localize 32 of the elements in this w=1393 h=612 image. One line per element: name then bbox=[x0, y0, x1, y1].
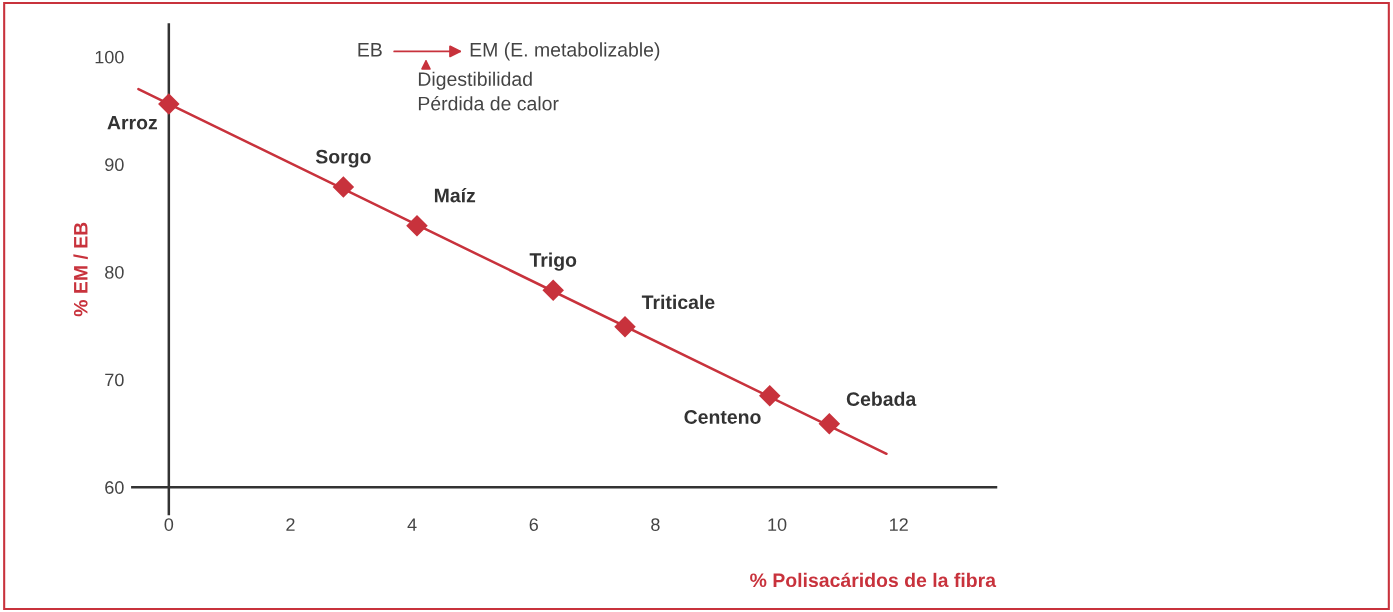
x-axis-title: % Polisacáridos de la fibra bbox=[750, 572, 997, 588]
y-axis-title: % EM / EB bbox=[73, 222, 88, 317]
annotation: EM (E. metabolizable) bbox=[470, 42, 660, 61]
point bbox=[332, 176, 355, 198]
annotation: Arroz bbox=[107, 115, 158, 130]
annotation: EB bbox=[358, 43, 382, 57]
annotation: Triticale bbox=[641, 294, 715, 310]
annotation: Pérdida de calor bbox=[418, 95, 559, 111]
point bbox=[542, 279, 564, 302]
x-tick-label: 12 bbox=[890, 518, 908, 531]
point bbox=[818, 412, 841, 435]
y-tick-label: 90 bbox=[105, 158, 124, 172]
x-tick-label: 8 bbox=[651, 518, 660, 531]
annotation: Centeno bbox=[684, 410, 761, 424]
point bbox=[614, 316, 636, 338]
x-tick-label: 0 bbox=[164, 518, 174, 531]
annotation: Trigo bbox=[529, 252, 577, 271]
annotation: Digestibilidad bbox=[418, 71, 532, 90]
x-tick-label: 10 bbox=[768, 518, 787, 531]
point bbox=[758, 384, 781, 407]
y-tick-label: 100 bbox=[95, 50, 124, 64]
x-tick-label: 6 bbox=[529, 518, 538, 531]
point bbox=[406, 214, 428, 237]
annotation: Sorgo bbox=[315, 149, 371, 168]
x-tick-label: 4 bbox=[407, 518, 417, 531]
y-tick-label: 60 bbox=[105, 481, 124, 494]
y-tick-label: 70 bbox=[105, 373, 124, 387]
annotation: Cebada bbox=[846, 391, 917, 406]
point bbox=[158, 93, 180, 115]
annotation: Maíz bbox=[434, 187, 476, 203]
y-tick-label: 80 bbox=[105, 265, 124, 279]
x-tick-label: 2 bbox=[286, 518, 295, 531]
